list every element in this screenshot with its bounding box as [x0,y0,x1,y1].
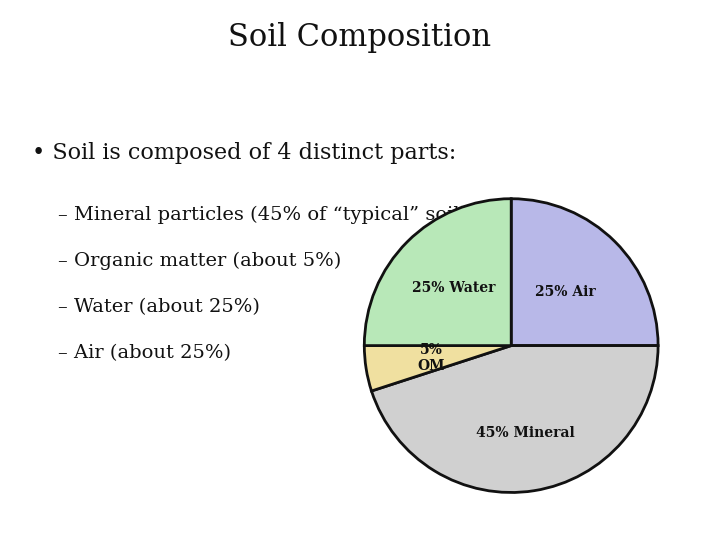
Wedge shape [372,346,658,492]
Text: 45% Mineral: 45% Mineral [476,426,575,440]
Text: 25% Water: 25% Water [413,281,496,295]
Wedge shape [364,346,511,391]
Text: • Soil is composed of 4 distinct parts:: • Soil is composed of 4 distinct parts: [32,143,456,164]
Text: – Mineral particles (45% of “typical” soil): – Mineral particles (45% of “typical” so… [58,206,467,224]
Text: – Air (about 25%): – Air (about 25%) [58,345,230,362]
Text: – Water (about 25%): – Water (about 25%) [58,298,259,316]
Wedge shape [364,199,511,346]
Text: 25% Air: 25% Air [535,285,595,299]
Wedge shape [511,199,658,346]
Text: 5%
OM: 5% OM [418,343,445,373]
Text: Soil Composition: Soil Composition [228,22,492,52]
Text: – Organic matter (about 5%): – Organic matter (about 5%) [58,252,341,270]
